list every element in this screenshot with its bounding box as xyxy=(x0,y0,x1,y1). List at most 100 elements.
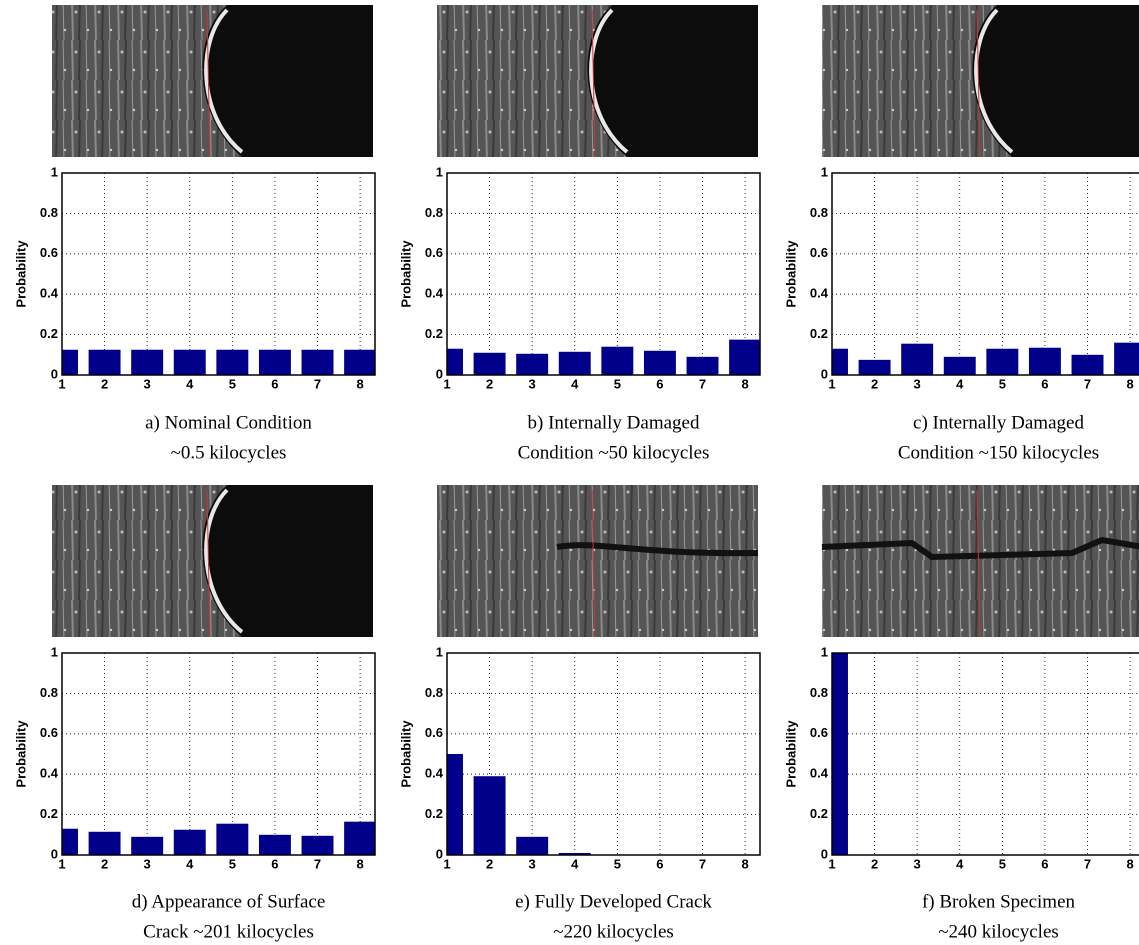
x-tick-label: 6 xyxy=(656,856,663,871)
y-tick-label: 0.6 xyxy=(40,245,58,260)
y-tick-label: 0.4 xyxy=(810,286,829,301)
bar xyxy=(643,350,676,375)
y-tick-label: 0.2 xyxy=(810,326,828,341)
y-tick-label: 0.6 xyxy=(425,245,443,260)
bar xyxy=(901,343,934,375)
bar xyxy=(943,356,976,375)
x-tick-label: 1 xyxy=(828,856,835,871)
bar xyxy=(62,349,78,375)
x-tick-label: 3 xyxy=(144,856,151,871)
x-tick-label: 2 xyxy=(101,376,108,391)
micrograph-hole xyxy=(202,485,373,637)
y-axis-label: Probability xyxy=(13,240,28,308)
bar xyxy=(344,349,375,375)
x-tick-label: 7 xyxy=(699,856,706,871)
bar xyxy=(729,339,760,375)
x-tick-label: 3 xyxy=(529,856,536,871)
plot-frame xyxy=(61,172,376,376)
micrograph-edge xyxy=(974,8,1014,154)
bar xyxy=(216,823,249,855)
micrograph-crack xyxy=(556,542,759,557)
bar xyxy=(216,349,249,375)
micrograph-background xyxy=(822,485,1139,637)
y-tick-label: 0 xyxy=(51,846,58,861)
y-tick-label: 0 xyxy=(436,366,443,381)
x-tick-label: 2 xyxy=(101,856,108,871)
x-tick-label: 6 xyxy=(1041,376,1048,391)
plot-area xyxy=(62,653,375,855)
y-tick-label: 0.6 xyxy=(425,725,443,740)
x-tick-label: 8 xyxy=(1126,376,1133,391)
bar xyxy=(173,829,206,855)
bar xyxy=(301,835,334,855)
caption: d) Appearance of Surface xyxy=(132,891,326,912)
x-tick-label: 5 xyxy=(999,376,1006,391)
x-tick-label: 6 xyxy=(1041,856,1048,871)
y-tick-label: 0.2 xyxy=(810,806,828,821)
bar xyxy=(1114,342,1139,375)
bar xyxy=(516,836,549,855)
y-tick-label: 0.8 xyxy=(810,685,828,700)
y-tick-label: 0 xyxy=(821,846,828,861)
micrograph xyxy=(821,485,1139,638)
y-tick-label: 0 xyxy=(821,366,828,381)
bar xyxy=(447,348,463,375)
caption: e) Fully Developed Crack xyxy=(515,891,712,912)
y-tick-label: 0.2 xyxy=(40,326,58,341)
y-tick-label: 1 xyxy=(51,644,58,659)
x-tick-label: 5 xyxy=(229,856,236,871)
y-tick-label: 0.2 xyxy=(425,806,443,821)
x-tick-label: 1 xyxy=(443,376,450,391)
bar xyxy=(447,754,463,855)
y-tick-label: 0.4 xyxy=(810,766,829,781)
micrograph-edge xyxy=(589,8,629,154)
bar xyxy=(601,346,634,375)
bar xyxy=(858,359,891,375)
x-tick-label: 7 xyxy=(314,376,321,391)
y-tick-label: 1 xyxy=(436,164,443,179)
y-tick-label: 1 xyxy=(821,644,828,659)
x-tick-label: 8 xyxy=(1126,856,1133,871)
micrograph-hole xyxy=(972,5,1139,157)
y-tick-label: 0.2 xyxy=(425,326,443,341)
y-tick-label: 0.6 xyxy=(810,245,828,260)
y-tick-label: 0.8 xyxy=(810,205,828,220)
y-tick-label: 0.6 xyxy=(810,725,828,740)
x-tick-label: 2 xyxy=(871,856,878,871)
bars xyxy=(832,653,848,855)
y-tick-label: 0 xyxy=(436,846,443,861)
micrograph-marker xyxy=(206,489,211,638)
x-tick-label: 2 xyxy=(486,856,493,871)
bar xyxy=(88,349,121,375)
y-tick-label: 0.2 xyxy=(40,806,58,821)
y-tick-label: 0.8 xyxy=(40,205,58,220)
micrograph xyxy=(437,5,758,158)
x-tick-label: 8 xyxy=(356,376,363,391)
plot-area xyxy=(832,653,1139,855)
x-tick-label: 1 xyxy=(58,376,65,391)
bar xyxy=(131,349,164,375)
micrograph-marker xyxy=(976,9,981,158)
x-tick-label: 5 xyxy=(999,856,1006,871)
micrograph-marker xyxy=(976,489,981,638)
bars xyxy=(447,339,760,375)
bar xyxy=(558,351,591,375)
y-tick-label: 0.4 xyxy=(425,286,444,301)
y-axis-label: Probability xyxy=(398,240,413,308)
bar xyxy=(258,349,291,375)
plot-area xyxy=(447,173,760,375)
x-tick-label: 4 xyxy=(571,376,579,391)
plot-area xyxy=(832,173,1139,375)
panel: 0 0.2 0.4 0.6 0.8 1 1 2 3 4 5 6 7 8 Probability d) Appe… xyxy=(13,485,376,942)
caption: Crack ~201 kilocycles xyxy=(143,921,314,942)
y-tick-label: 0 xyxy=(51,366,58,381)
y-tick-label: 0.4 xyxy=(40,286,59,301)
bars xyxy=(447,754,591,855)
x-tick-label: 2 xyxy=(871,376,878,391)
x-tick-label: 8 xyxy=(356,856,363,871)
x-tick-label: 7 xyxy=(1084,376,1091,391)
caption: ~240 kilocycles xyxy=(938,921,1059,942)
y-tick-label: 0.8 xyxy=(425,685,443,700)
panel: 0 0.2 0.4 0.6 0.8 1 1 2 3 4 5 6 7 8 Probability c) Inte… xyxy=(783,5,1139,463)
